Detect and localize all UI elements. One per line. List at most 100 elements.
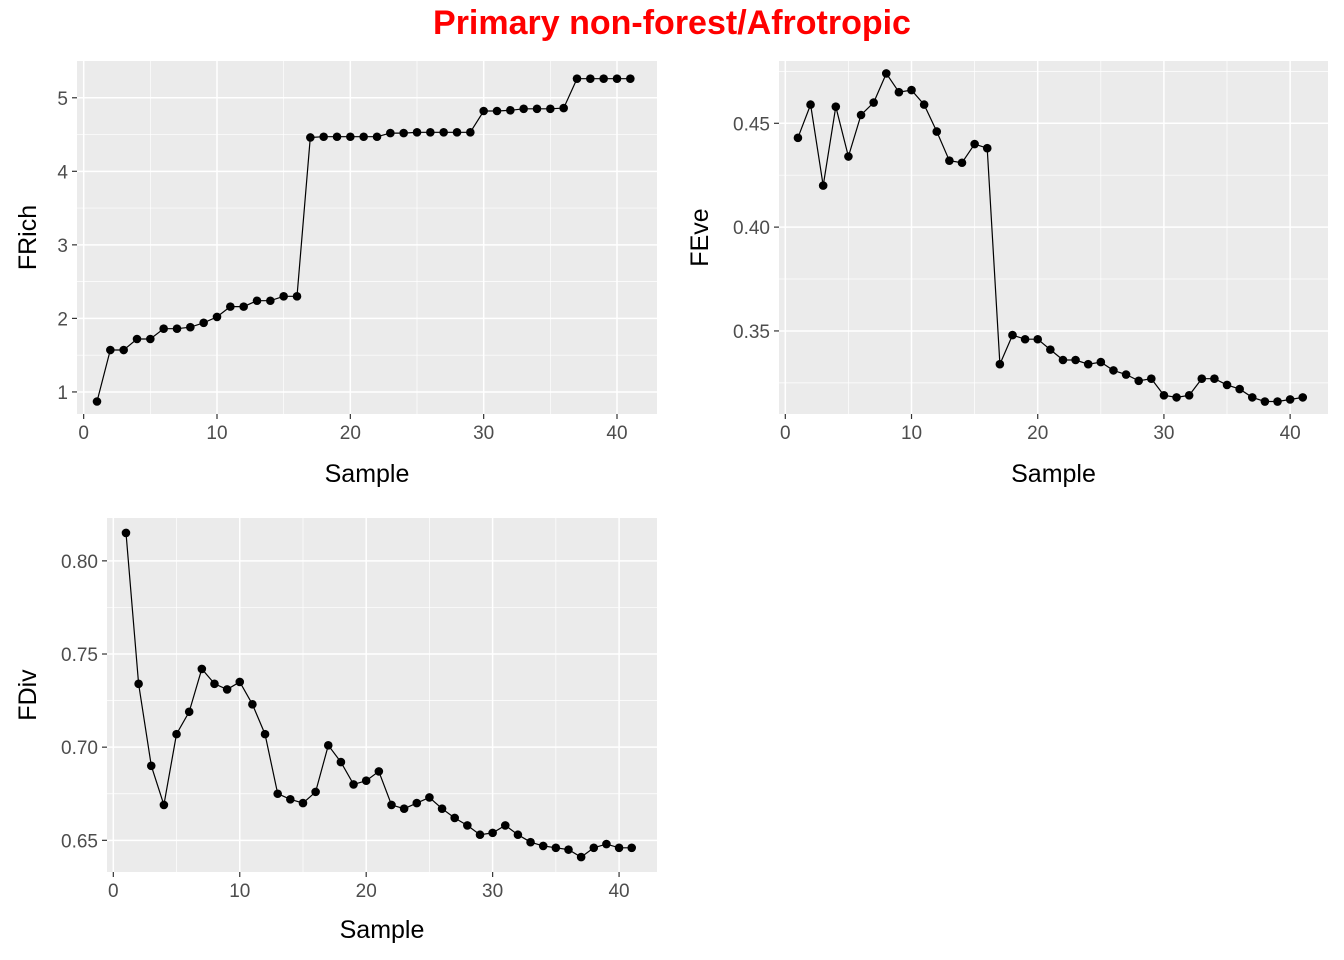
fdiv-point bbox=[210, 679, 219, 689]
fdiv-point bbox=[134, 679, 143, 689]
frich-point bbox=[506, 105, 515, 115]
frich-point bbox=[279, 292, 288, 301]
feve-y-tick-label: 0.40 bbox=[733, 218, 770, 239]
fdiv-plot-background bbox=[107, 518, 657, 872]
fdiv-point bbox=[121, 528, 131, 538]
frich-point bbox=[306, 133, 315, 142]
fdiv-y-tick-label: 0.80 bbox=[61, 552, 98, 573]
feve-x-tick-label: 20 bbox=[1027, 423, 1048, 444]
frich-point bbox=[519, 104, 528, 114]
frich-point bbox=[412, 128, 422, 137]
frich-point bbox=[106, 345, 115, 355]
frich-y-tick-label: 2 bbox=[57, 309, 68, 330]
feve-point bbox=[970, 139, 979, 149]
frich-point bbox=[599, 74, 608, 83]
feve-point bbox=[806, 100, 815, 109]
feve-point bbox=[831, 102, 841, 111]
fdiv-point bbox=[184, 707, 194, 717]
feve-point bbox=[1134, 376, 1143, 386]
frich-point bbox=[626, 74, 635, 83]
frich-point bbox=[492, 106, 502, 116]
feve-point bbox=[1020, 334, 1030, 344]
fdiv-point bbox=[361, 776, 371, 786]
fdiv-point bbox=[235, 677, 245, 687]
fdiv-point bbox=[425, 793, 434, 802]
frich-point bbox=[359, 132, 368, 142]
fdiv-point bbox=[260, 729, 270, 739]
frich-point bbox=[239, 302, 248, 311]
feve-point bbox=[894, 87, 904, 97]
frich-point bbox=[319, 132, 328, 142]
frich-point bbox=[266, 296, 275, 306]
fdiv-x-tick-label: 40 bbox=[608, 881, 629, 902]
fdiv-point bbox=[463, 821, 472, 830]
frich-point bbox=[146, 334, 155, 344]
frich-point bbox=[612, 74, 622, 83]
feve-x-tick-label: 10 bbox=[901, 423, 922, 444]
frich-point bbox=[439, 128, 448, 137]
feve-point bbox=[932, 127, 942, 136]
frich-y-tick-label: 5 bbox=[57, 89, 68, 110]
frich-point bbox=[159, 324, 168, 333]
feve-point bbox=[1222, 380, 1232, 390]
fdiv-point bbox=[298, 798, 308, 808]
feve-point bbox=[1285, 395, 1295, 404]
frich-point bbox=[199, 318, 208, 328]
fdiv-point bbox=[513, 830, 523, 840]
feve-plot-background bbox=[779, 61, 1328, 414]
fdiv-panel: 0 10 20 30 40 0.65 0.70 0.75 0.80 Sample FDiv bbox=[14, 518, 657, 944]
fdiv-point bbox=[412, 798, 422, 808]
feve-point bbox=[919, 100, 929, 109]
fdiv-point bbox=[323, 741, 333, 750]
feve-y-tick-label: 0.45 bbox=[733, 114, 770, 135]
feve-x-tick-label: 30 bbox=[1153, 423, 1174, 444]
fdiv-y-axis-title: FDiv bbox=[14, 669, 42, 721]
frich-point bbox=[386, 128, 395, 138]
feve-point bbox=[1273, 397, 1282, 406]
fdiv-point bbox=[197, 664, 207, 674]
frich-point bbox=[559, 103, 568, 113]
frich-point bbox=[172, 324, 182, 333]
fdiv-point bbox=[437, 804, 447, 813]
feve-point bbox=[1058, 355, 1068, 365]
fdiv-x-axis-title: Sample bbox=[340, 916, 425, 944]
frich-point bbox=[532, 104, 542, 114]
feve-point bbox=[957, 158, 967, 168]
feve-point bbox=[1121, 370, 1131, 379]
fdiv-point bbox=[248, 700, 257, 709]
feve-y-axis-title: FEve bbox=[686, 208, 714, 266]
fdiv-y-tick-label: 0.75 bbox=[61, 645, 98, 666]
frich-point bbox=[479, 106, 488, 116]
frich-point bbox=[332, 132, 342, 142]
frich-plot-background bbox=[77, 61, 657, 414]
feve-point bbox=[1247, 393, 1257, 402]
feve-point bbox=[907, 85, 916, 95]
fdiv-point bbox=[222, 685, 232, 694]
feve-point bbox=[1235, 384, 1244, 394]
feve-point bbox=[1159, 391, 1169, 400]
fdiv-point bbox=[602, 839, 611, 849]
feve-x-tick-label: 0 bbox=[780, 423, 791, 444]
feve-y-tick-label: 0.35 bbox=[733, 322, 770, 343]
fdiv-point bbox=[488, 828, 497, 838]
feve-point bbox=[844, 152, 853, 161]
frich-x-tick-label: 40 bbox=[606, 423, 627, 444]
feve-point bbox=[1172, 393, 1181, 402]
fdiv-point bbox=[538, 841, 548, 851]
frich-point bbox=[186, 322, 195, 332]
feve-point bbox=[1184, 391, 1194, 400]
fdiv-point bbox=[576, 852, 586, 862]
frich-point bbox=[452, 128, 462, 137]
feve-point bbox=[1083, 359, 1093, 369]
fdiv-point bbox=[589, 843, 599, 853]
feve-point bbox=[1096, 357, 1106, 367]
fdiv-point bbox=[146, 761, 156, 771]
feve-point bbox=[1210, 374, 1219, 384]
fdiv-y-tick-label: 0.65 bbox=[61, 831, 98, 852]
feve-x-tick-label: 40 bbox=[1280, 423, 1301, 444]
frich-panel: 0 10 20 30 40 1 2 3 4 5 Sample FRich bbox=[14, 61, 657, 488]
frich-y-axis-title: FRich bbox=[14, 205, 42, 270]
fdiv-point bbox=[627, 843, 637, 853]
fdiv-point bbox=[564, 845, 573, 854]
